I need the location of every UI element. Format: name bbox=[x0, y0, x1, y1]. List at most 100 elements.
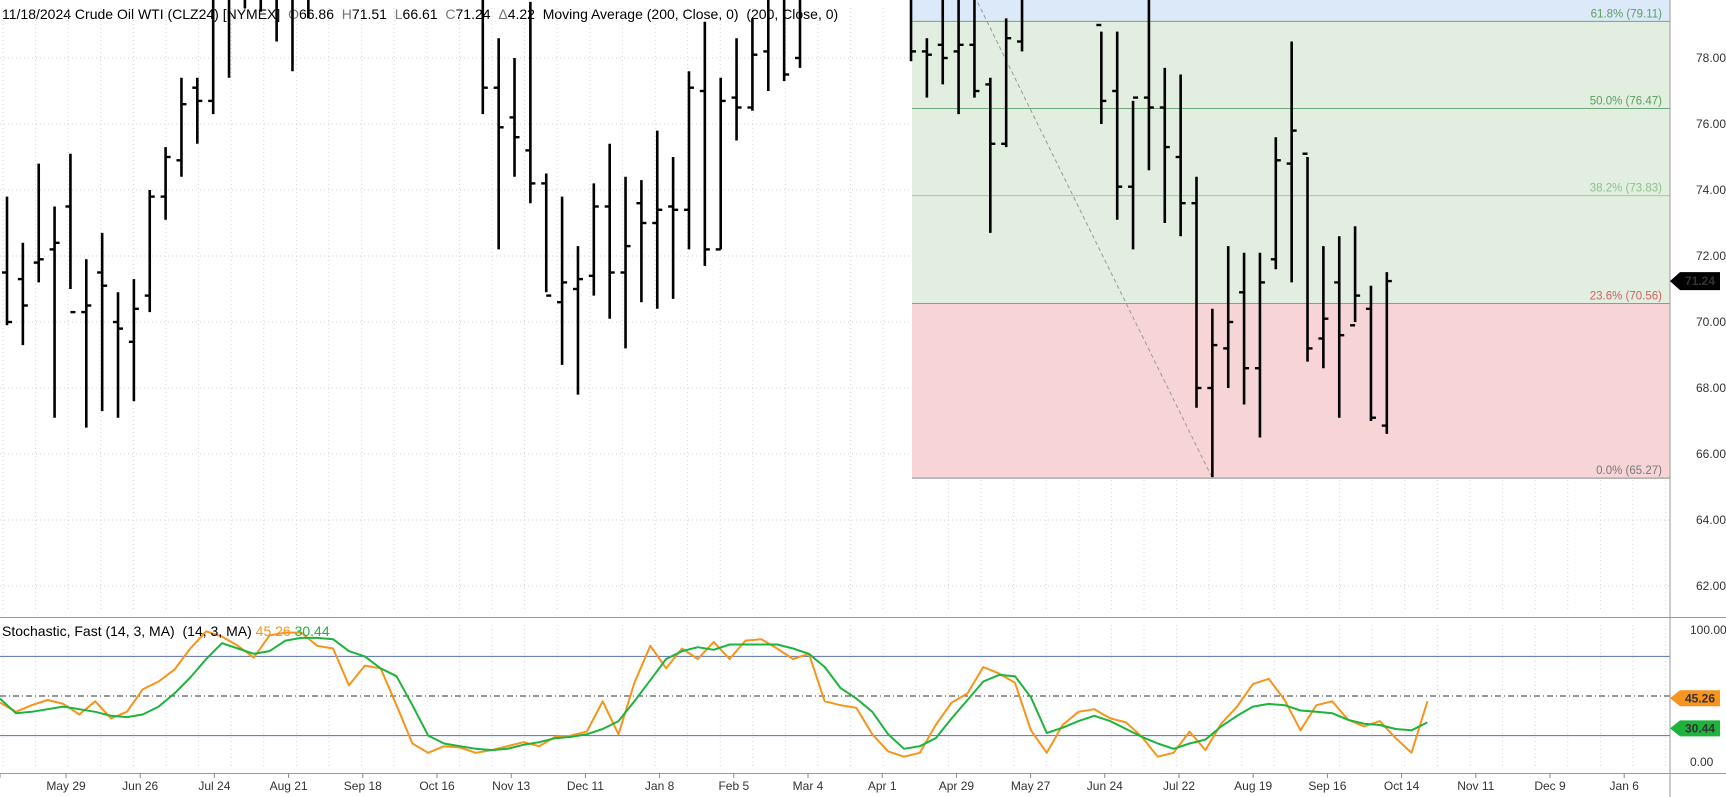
price-bar[interactable] bbox=[1159, 67, 1170, 223]
price-bar[interactable] bbox=[683, 71, 694, 250]
price-bar[interactable] bbox=[652, 130, 663, 309]
price-bar[interactable] bbox=[224, 0, 234, 78]
price-bar[interactable] bbox=[636, 180, 647, 303]
price-axis-tick: 76.00 bbox=[1696, 117, 1726, 131]
change-value: 4.22 bbox=[507, 6, 535, 22]
price-bar[interactable] bbox=[779, 0, 790, 82]
price-bar[interactable] bbox=[668, 157, 679, 299]
date-axis-tick: Nov 13 bbox=[492, 779, 530, 793]
price-bar[interactable] bbox=[953, 0, 964, 115]
price-bar[interactable] bbox=[557, 196, 568, 365]
price-bar[interactable] bbox=[604, 143, 615, 319]
price-bar[interactable] bbox=[620, 176, 631, 349]
date-axis-tick: Jul 24 bbox=[198, 779, 230, 793]
high-label: H bbox=[341, 6, 352, 22]
price-axis-tick: 64.00 bbox=[1696, 513, 1726, 527]
price-bar[interactable] bbox=[969, 0, 980, 98]
price-bar[interactable] bbox=[937, 0, 948, 85]
price-bar[interactable] bbox=[208, 0, 218, 115]
date-axis-tick: Oct 14 bbox=[1384, 779, 1420, 793]
price-bar[interactable] bbox=[1017, 0, 1027, 52]
price-bar[interactable] bbox=[588, 183, 599, 296]
price-bar[interactable] bbox=[1318, 246, 1329, 369]
price-bar[interactable] bbox=[478, 0, 488, 115]
price-bar[interactable] bbox=[699, 21, 710, 266]
stochastic-value-label: 30.44 bbox=[1685, 721, 1715, 735]
price-bar[interactable] bbox=[747, 18, 758, 111]
price-bar[interactable] bbox=[272, 0, 282, 42]
price-bar[interactable] bbox=[1365, 285, 1376, 421]
price-bar[interactable] bbox=[1191, 176, 1202, 408]
date-axis-tick: Aug 21 bbox=[270, 779, 308, 793]
date-axis-tick: Jul 22 bbox=[1163, 779, 1195, 793]
price-axis-tick: 70.00 bbox=[1696, 315, 1726, 329]
price-bar[interactable] bbox=[1334, 236, 1345, 418]
price-axis-tick: 74.00 bbox=[1696, 183, 1726, 197]
low-label: L bbox=[394, 6, 403, 22]
price-bar[interactable] bbox=[541, 173, 552, 297]
price-bar[interactable] bbox=[113, 292, 124, 418]
fib-zone bbox=[912, 303, 1670, 479]
price-bar[interactable] bbox=[921, 38, 932, 98]
close-label: C bbox=[445, 6, 456, 22]
price-bar[interactable] bbox=[509, 58, 520, 177]
change-label: Δ bbox=[498, 6, 508, 22]
date-axis-tick: Oct 16 bbox=[419, 779, 455, 793]
price-bar[interactable] bbox=[128, 279, 139, 402]
price-bar[interactable] bbox=[144, 190, 155, 313]
price-bar[interactable] bbox=[1001, 18, 1012, 148]
fib-level-label: 38.2% (73.83) bbox=[1590, 183, 1662, 195]
price-bar[interactable] bbox=[572, 246, 583, 395]
price-bar[interactable] bbox=[256, 0, 266, 12]
price-bar[interactable] bbox=[493, 38, 504, 250]
price-bar[interactable] bbox=[303, 0, 313, 19]
price-bar[interactable] bbox=[985, 77, 996, 233]
price-bar[interactable] bbox=[1096, 23, 1107, 124]
date-axis-tick: Jun 26 bbox=[122, 779, 158, 793]
price-bar[interactable] bbox=[17, 242, 28, 346]
price-bar[interactable] bbox=[160, 147, 171, 220]
date-axis-tick: May 29 bbox=[46, 779, 86, 793]
study-label[interactable]: Moving Average (200, Close, 0) bbox=[542, 6, 739, 22]
price-bar[interactable] bbox=[1223, 246, 1234, 388]
price-bar[interactable] bbox=[2, 196, 12, 326]
high-value: 71.51 bbox=[351, 6, 387, 22]
stochastic-k-tag bbox=[1670, 690, 1720, 707]
price-bar[interactable] bbox=[65, 153, 76, 314]
price-bar[interactable] bbox=[1254, 252, 1265, 438]
price-bar[interactable] bbox=[287, 0, 297, 72]
price-bar[interactable] bbox=[176, 77, 187, 177]
price-bar[interactable] bbox=[731, 38, 742, 141]
stochastic-title[interactable]: Stochastic, Fast (14, 3, MA) bbox=[2, 623, 175, 639]
price-bar[interactable] bbox=[81, 259, 92, 428]
price-bar[interactable] bbox=[1128, 96, 1139, 250]
price-bar[interactable] bbox=[795, 0, 805, 68]
price-bar[interactable] bbox=[49, 206, 60, 418]
price-bar[interactable] bbox=[192, 77, 203, 144]
price-bar[interactable] bbox=[1143, 0, 1154, 171]
price-bar[interactable] bbox=[525, 1, 536, 204]
price-bar[interactable] bbox=[1112, 31, 1123, 220]
price-bar[interactable] bbox=[240, 0, 250, 9]
price-bar[interactable] bbox=[1207, 308, 1218, 478]
stochastic-axis-tick: 100.00 bbox=[1690, 623, 1726, 637]
price-bar[interactable] bbox=[33, 163, 44, 283]
date-axis-tick: Apr 1 bbox=[868, 779, 897, 793]
price-bar[interactable] bbox=[1302, 152, 1313, 362]
date-axis-tick: Jun 24 bbox=[1087, 779, 1123, 793]
price-bar[interactable] bbox=[1381, 272, 1392, 434]
date-axis-tick: Jan 6 bbox=[1610, 779, 1640, 793]
price-bar[interactable] bbox=[1239, 252, 1250, 405]
price-bar[interactable] bbox=[1350, 226, 1361, 327]
price-bar[interactable] bbox=[1286, 41, 1297, 283]
price-bar[interactable] bbox=[763, 0, 773, 91]
price-bar[interactable] bbox=[715, 77, 726, 251]
price-bar[interactable] bbox=[97, 232, 108, 412]
price-bar[interactable] bbox=[1270, 137, 1281, 270]
price-bars bbox=[2, 0, 1392, 478]
price-bar[interactable] bbox=[1175, 74, 1186, 237]
fib-trend-line bbox=[975, 0, 1213, 479]
price-bar[interactable] bbox=[906, 0, 917, 62]
last-price-tag bbox=[1670, 272, 1720, 291]
